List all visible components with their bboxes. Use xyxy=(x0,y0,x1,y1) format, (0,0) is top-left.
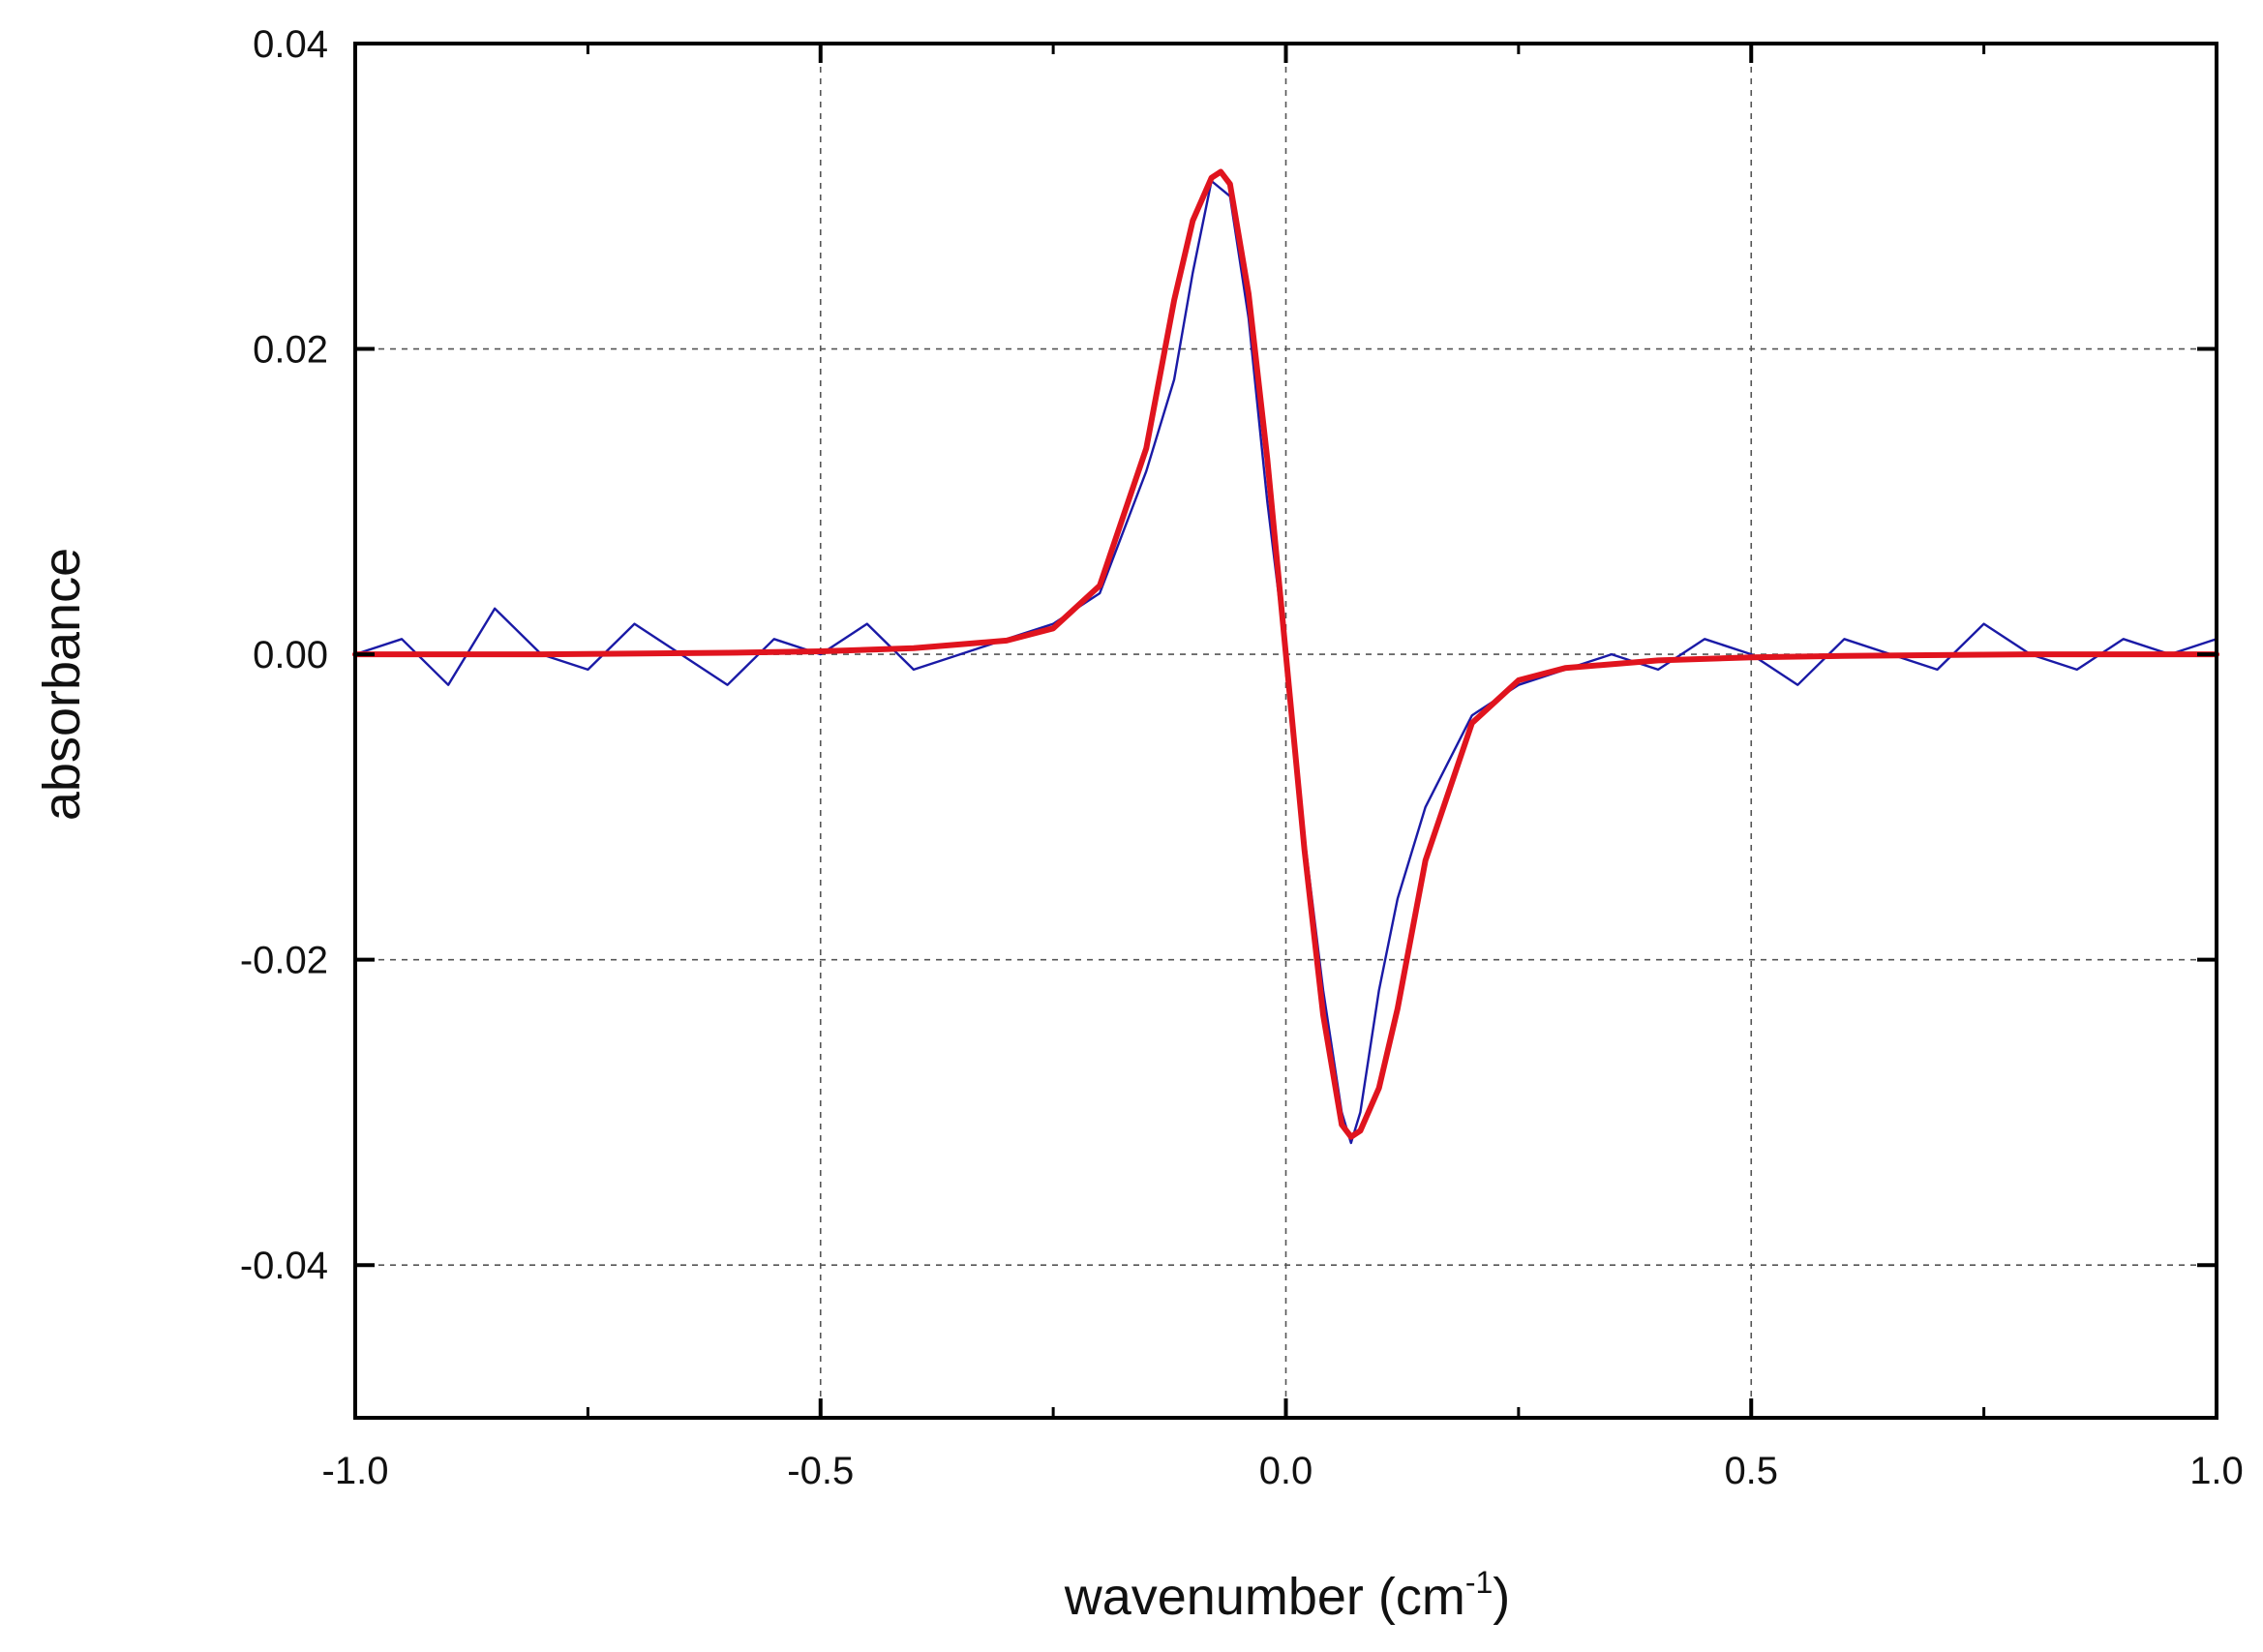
series-layer xyxy=(352,168,2219,1145)
fit-curve-line xyxy=(352,168,2219,1140)
x-axis-title-main: wavenumber (cm xyxy=(1064,1568,1465,1626)
y-axis-title: absorbance xyxy=(33,548,91,821)
x-tick-label: 0.0 xyxy=(1259,1450,1313,1492)
x-tick-label: -0.5 xyxy=(787,1450,854,1492)
y-tick-label: 0.00 xyxy=(253,634,328,676)
y-tick-label: -0.02 xyxy=(240,940,328,982)
x-axis-title: wavenumber (cm-1) xyxy=(1064,1565,1511,1626)
x-tick-label: 1.0 xyxy=(2189,1450,2244,1492)
y-tick-label: -0.04 xyxy=(240,1245,328,1287)
tick-marks xyxy=(353,42,2218,1418)
y-tick-label: 0.02 xyxy=(253,329,328,372)
y-tick-label: 0.04 xyxy=(253,23,328,66)
grid-lines xyxy=(354,43,2218,1418)
x-tick-label: 0.5 xyxy=(1724,1450,1778,1492)
x-axis-title-tail: ) xyxy=(1493,1568,1510,1626)
x-axis-title-superscript: -1 xyxy=(1465,1565,1493,1600)
x-tick-label: -1.0 xyxy=(322,1450,389,1492)
tick-labels: -1.0 -0.5 0.0 0.5 1.0 0.04 0.02 0.00 -0.02 -0.04 xyxy=(240,23,2244,1492)
